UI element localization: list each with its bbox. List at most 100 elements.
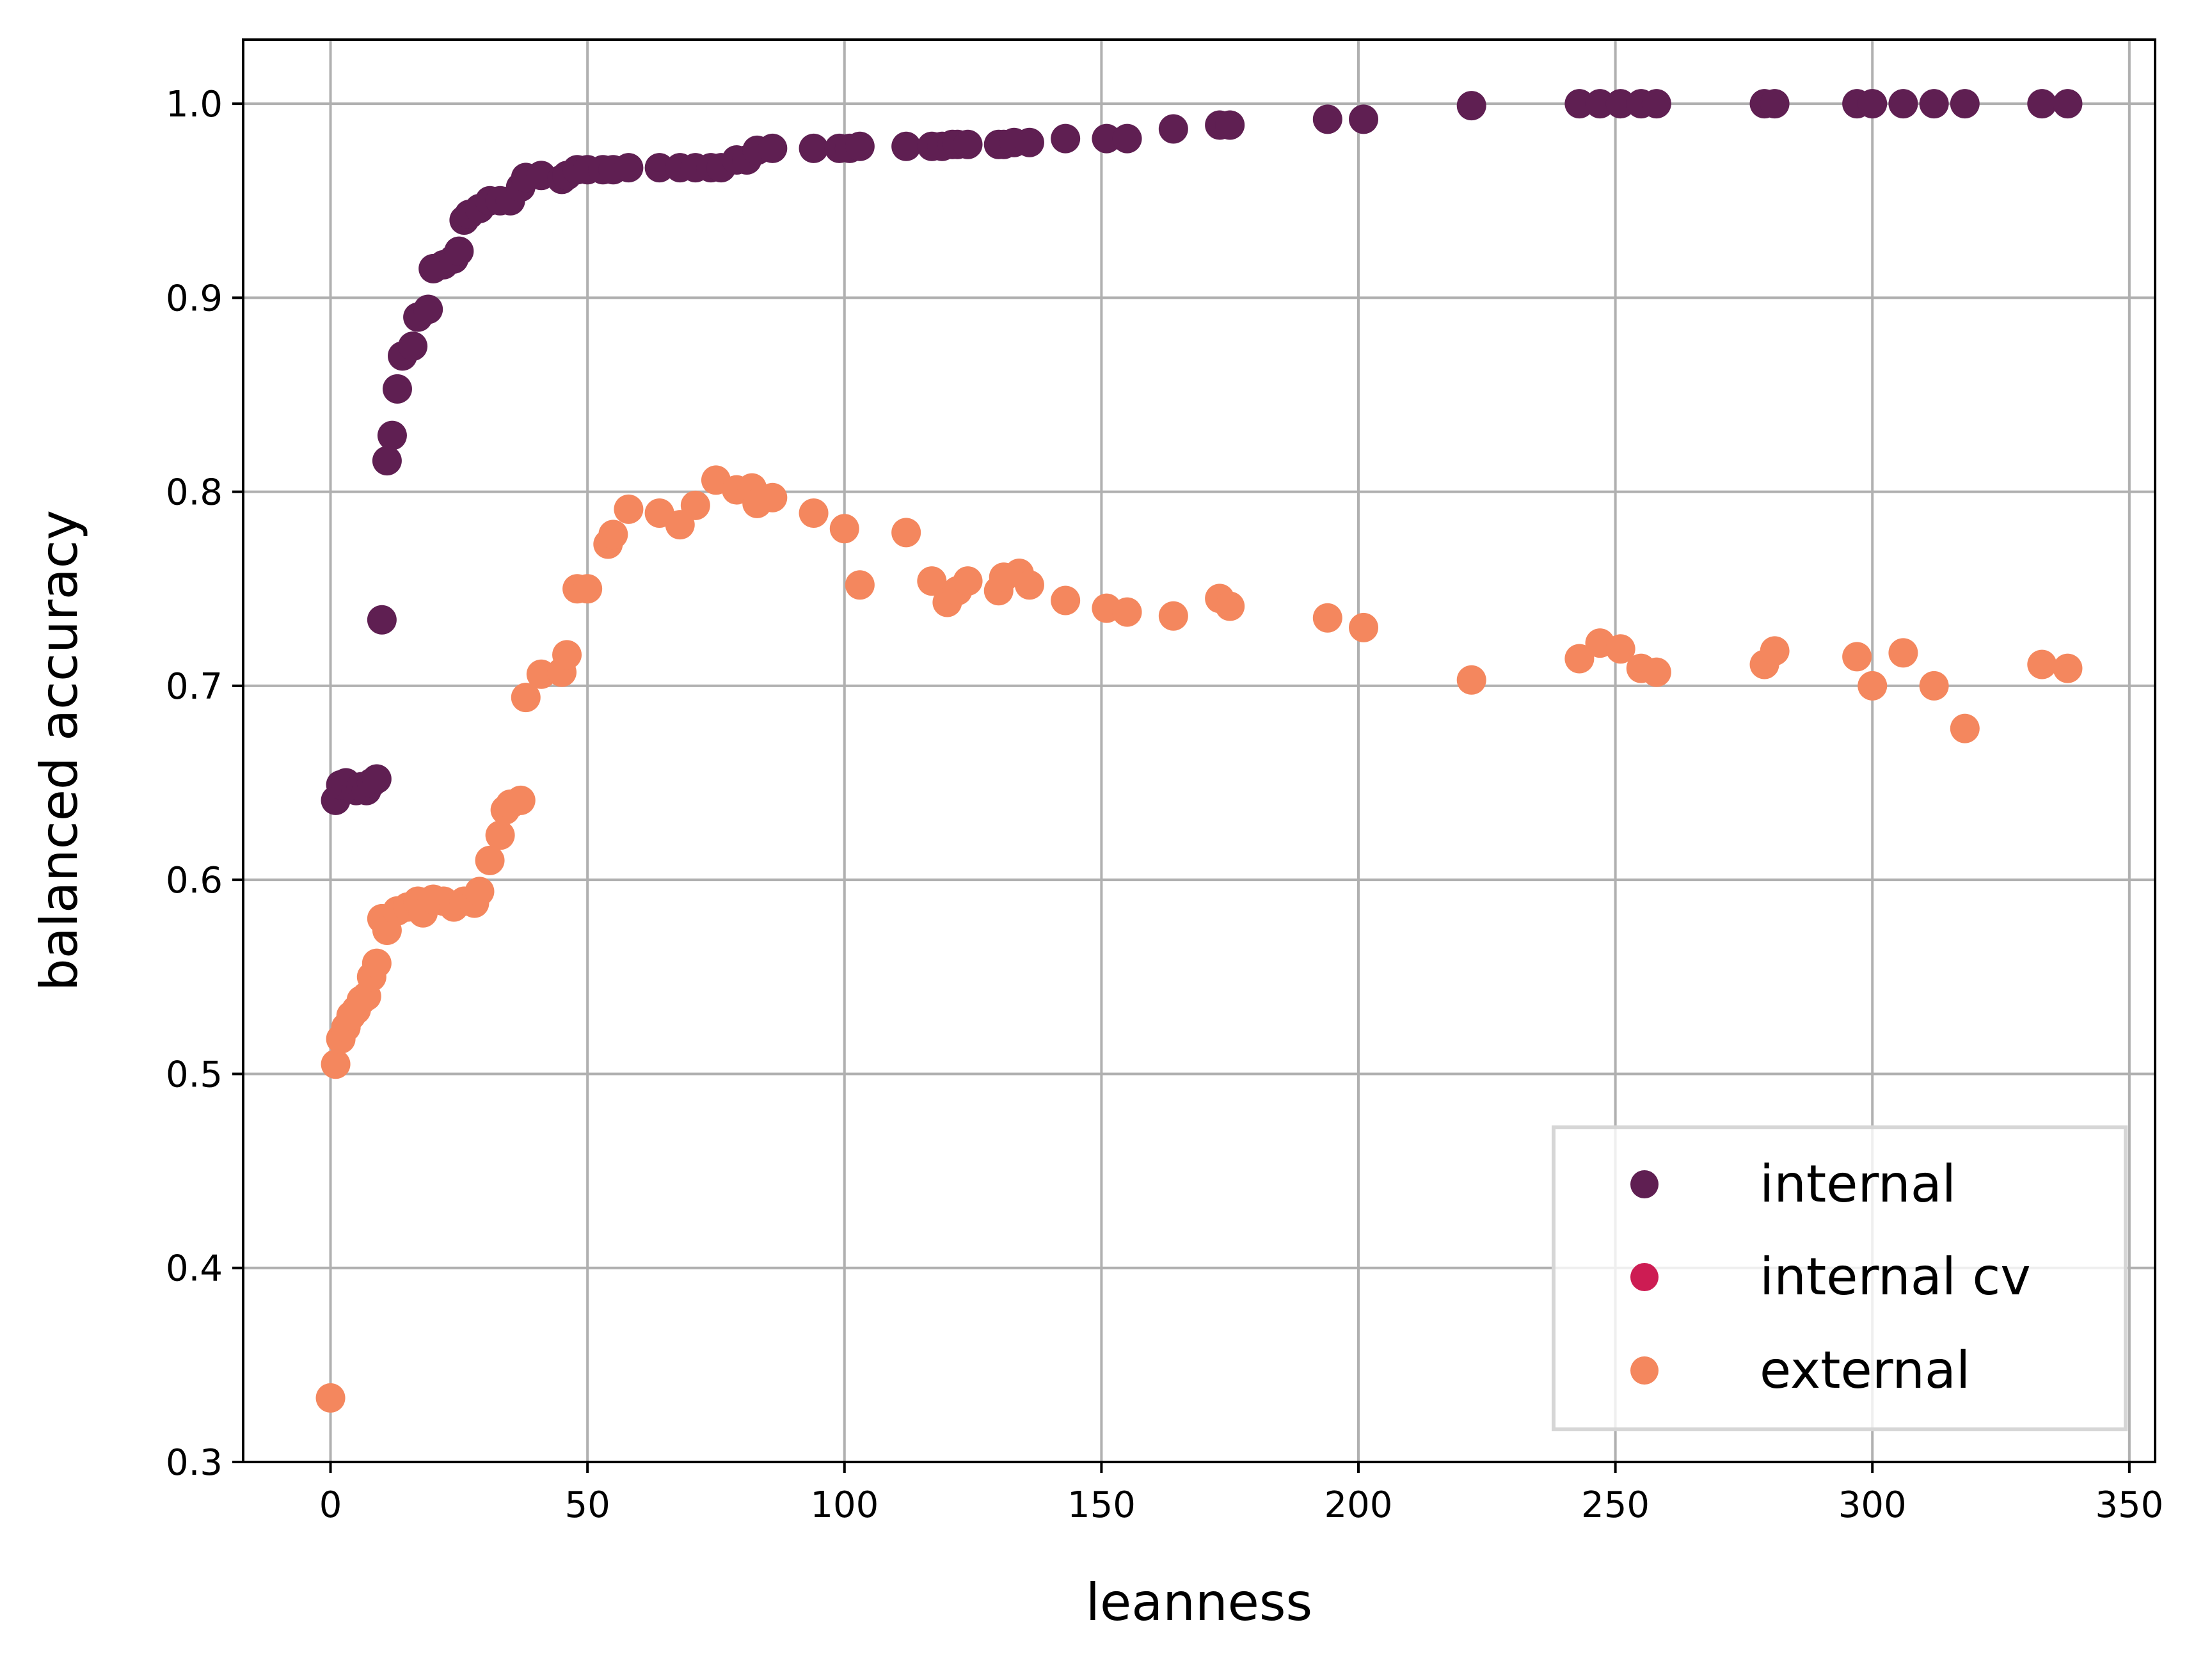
data-point [398,331,428,361]
data-point [465,877,495,907]
legend-label-external: external [1760,1340,1970,1400]
data-point [321,1049,351,1079]
data-point [362,948,392,978]
legend: internal internal cv external [1552,1125,2128,1431]
data-point [2027,89,2057,119]
data-point [891,518,921,548]
data-point [953,566,983,596]
y-tick-label: 0.6 [166,860,223,902]
y-tick-label: 0.5 [166,1054,223,1095]
data-point [1112,123,1142,154]
data-point [372,446,402,476]
x-tick-label: 0 [319,1484,342,1526]
data-point [505,785,536,815]
series-internal [321,89,2083,815]
y-tick-label: 0.7 [166,666,223,708]
data-point [1858,671,1888,701]
data-point [1312,603,1342,633]
data-point [315,1383,346,1413]
plot-frame [242,38,2156,1463]
data-point [1158,601,1188,631]
data-point [1051,123,1081,154]
data-point [1919,671,1949,701]
data-point [1456,665,1486,695]
y-axis-ticks: 0.3 0.4 0.5 0.6 0.7 0.8 0.9 1.0 [166,84,243,1484]
data-point [799,498,829,528]
data-point [1158,114,1188,144]
data-point [1950,89,1980,119]
y-tick-label: 0.3 [166,1442,223,1484]
data-point [367,605,397,635]
gridlines [243,40,2155,1463]
data-point [1641,657,1671,687]
data-point [644,153,674,183]
data-point [845,570,875,600]
y-tick-label: 1.0 [166,84,223,125]
data-point [1456,91,1486,121]
data-point [799,133,829,163]
data-point [1760,636,1790,666]
data-point [444,236,474,266]
data-point [1605,89,1635,119]
data-point [382,374,412,404]
data-point [485,820,515,850]
data-point [1585,89,1615,119]
data-point [1888,638,1918,668]
x-tick-label: 200 [1325,1484,1393,1526]
x-axis-ticks: 0 50 100 150 200 250 300 350 [319,1462,2163,1526]
legend-label-internal: internal [1760,1154,1956,1214]
legend-marker-external [1630,1356,1659,1385]
data-point [614,153,644,183]
data-point [377,420,407,450]
legend-marker-internal-cv [1630,1263,1659,1291]
data-point [2027,649,2057,679]
data-point [1564,89,1595,119]
data-point [758,482,788,512]
data-point [680,490,710,520]
legend-label-internal-cv: internal cv [1760,1247,2031,1307]
data-point [917,566,947,596]
data-point [1641,89,1671,119]
y-axis-label: balanced accuracy [29,510,89,991]
data-point [1112,597,1142,627]
data-point [614,494,644,524]
x-tick-label: 250 [1581,1484,1650,1526]
data-point [1919,89,1949,119]
data-point [1215,110,1245,140]
x-axis-label: leanness [1086,1573,1312,1632]
data-point [1605,634,1635,664]
data-point [891,131,921,161]
data-point [598,520,628,550]
x-tick-label: 350 [2095,1484,2163,1526]
data-point [1349,612,1379,642]
y-tick-label: 0.9 [166,278,223,319]
data-point [2053,89,2083,119]
y-tick-label: 0.4 [166,1248,223,1290]
series-external [315,465,2083,1413]
data-point [573,574,603,604]
x-tick-label: 300 [1838,1484,1907,1526]
data-point [1051,585,1081,616]
data-point [552,640,582,670]
data-point [1312,104,1342,134]
data-point [758,133,788,163]
y-tick-label: 0.8 [166,472,223,514]
x-tick-label: 150 [1067,1484,1136,1526]
data-point [1842,642,1872,672]
data-point [953,129,983,159]
data-point [1950,713,1980,743]
data-point [2053,653,2083,683]
data-point [1092,123,1122,154]
legend-marker-internal [1630,1170,1659,1198]
data-point [1014,570,1044,600]
data-point [362,764,392,794]
data-point [845,131,875,161]
data-point [511,683,541,713]
data-point [1215,591,1245,621]
data-points [315,89,2083,1413]
data-point [413,294,443,324]
x-tick-label: 50 [565,1484,610,1526]
data-point [1760,89,1790,119]
data-point [1014,127,1044,157]
